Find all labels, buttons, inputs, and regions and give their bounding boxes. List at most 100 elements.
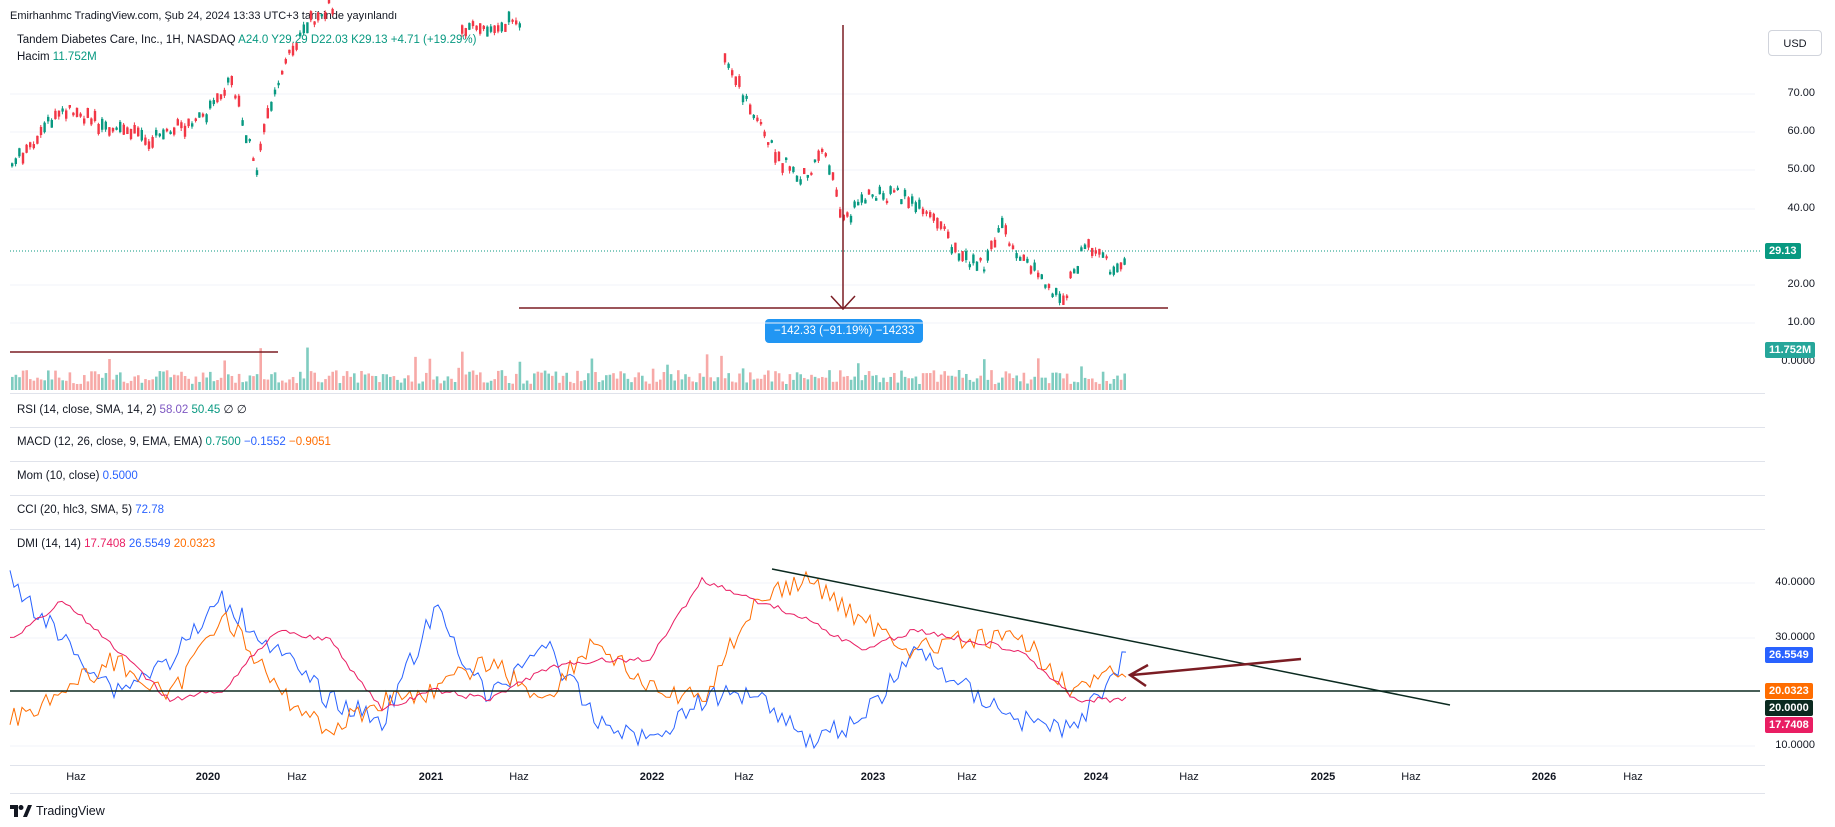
candle bbox=[29, 142, 32, 148]
candle bbox=[101, 118, 104, 130]
candle bbox=[867, 189, 871, 195]
candle bbox=[907, 197, 910, 209]
candle bbox=[259, 143, 262, 151]
volume-bar bbox=[468, 371, 471, 390]
candle bbox=[493, 25, 496, 33]
pane-separator bbox=[10, 461, 1765, 462]
volume-bar bbox=[889, 376, 892, 390]
volume-bar bbox=[129, 380, 133, 390]
candle bbox=[25, 144, 28, 153]
volume-bar bbox=[205, 377, 208, 390]
candle bbox=[331, 8, 334, 15]
volume-bar bbox=[399, 382, 403, 390]
currency-button[interactable]: USD bbox=[1768, 30, 1822, 56]
dmi-trend-line bbox=[771, 568, 1451, 706]
candle bbox=[36, 135, 39, 144]
volume-bar bbox=[439, 383, 442, 390]
candle bbox=[1116, 263, 1119, 273]
volume-bar bbox=[493, 379, 496, 390]
candle bbox=[291, 45, 295, 56]
candle bbox=[1001, 217, 1004, 228]
volume-bar bbox=[1011, 378, 1015, 390]
candle bbox=[11, 163, 14, 167]
candle bbox=[93, 110, 97, 121]
volume-bar bbox=[162, 371, 165, 390]
volume-bar bbox=[536, 371, 540, 390]
volume-bar bbox=[461, 351, 464, 390]
volume-bar bbox=[1087, 378, 1090, 390]
volume-bar bbox=[475, 374, 478, 390]
volume-bar bbox=[68, 372, 72, 390]
volume-bar bbox=[763, 374, 766, 390]
volume-bar bbox=[273, 372, 277, 390]
candle bbox=[252, 158, 255, 161]
volume-bar bbox=[543, 370, 547, 390]
time-axis-label: Haz bbox=[1179, 771, 1199, 783]
candle bbox=[227, 77, 230, 83]
dmi-annotation-arrow bbox=[1131, 657, 1302, 677]
volume-bar bbox=[1098, 383, 1101, 390]
candle bbox=[191, 123, 194, 127]
volume-bar bbox=[335, 370, 338, 390]
dmi-name: DMI (14, 14) bbox=[17, 538, 81, 550]
volume-bar bbox=[1073, 381, 1076, 390]
candle bbox=[781, 163, 784, 173]
volume-bar bbox=[428, 358, 432, 390]
candle bbox=[216, 93, 219, 103]
volume-bar bbox=[345, 371, 349, 390]
mom-value: 0.5000 bbox=[102, 470, 138, 482]
volume-bar bbox=[525, 380, 529, 390]
candle bbox=[115, 127, 118, 130]
candle bbox=[774, 152, 777, 163]
volume-bar bbox=[594, 372, 597, 390]
rsi-bands: ∅ ∅ bbox=[223, 404, 247, 416]
volume-bar bbox=[615, 378, 619, 390]
volume-bar bbox=[1015, 375, 1018, 390]
volume-bar bbox=[421, 381, 424, 390]
candle bbox=[90, 118, 93, 125]
candle bbox=[925, 211, 928, 214]
volume-bar bbox=[169, 377, 172, 390]
candle bbox=[86, 107, 89, 118]
volume-bar bbox=[212, 381, 216, 390]
candle bbox=[813, 159, 817, 163]
volume-bar bbox=[799, 374, 802, 390]
candle bbox=[1029, 266, 1033, 274]
candle bbox=[104, 121, 107, 130]
candle bbox=[878, 186, 881, 195]
candle bbox=[950, 247, 953, 254]
candle bbox=[205, 114, 208, 123]
candle bbox=[482, 25, 485, 30]
volume-bar bbox=[457, 367, 460, 390]
candle bbox=[1073, 269, 1076, 274]
candle bbox=[875, 198, 878, 201]
candle bbox=[165, 128, 169, 132]
volume-bar bbox=[817, 378, 820, 390]
volume-bar bbox=[803, 377, 806, 390]
volume-bar bbox=[230, 375, 234, 390]
volume-bar bbox=[173, 374, 176, 390]
price-axis-label: 40.00 bbox=[1787, 202, 1815, 214]
volume-bar bbox=[659, 379, 662, 390]
volume-bar bbox=[83, 375, 86, 390]
candle bbox=[72, 112, 75, 116]
volume-bar bbox=[936, 381, 939, 390]
tradingview-logo[interactable]: TradingView bbox=[10, 804, 105, 818]
volume-bar bbox=[50, 379, 54, 390]
candle bbox=[936, 217, 939, 229]
volume-bar bbox=[925, 373, 928, 390]
volume-bar bbox=[1080, 366, 1083, 390]
volume-bar bbox=[435, 376, 439, 390]
volume-bar bbox=[896, 382, 900, 390]
volume-bar bbox=[486, 382, 489, 390]
candle bbox=[61, 108, 64, 112]
volume-bar bbox=[871, 375, 874, 390]
volume-bar bbox=[986, 379, 990, 390]
volume-bar bbox=[1058, 373, 1062, 390]
candle bbox=[1044, 284, 1047, 288]
candle bbox=[1011, 245, 1015, 250]
volume-bar bbox=[263, 379, 266, 390]
time-axis-label: 2026 bbox=[1531, 771, 1557, 783]
volume-bar bbox=[1044, 377, 1047, 390]
volume-bar bbox=[565, 372, 568, 390]
